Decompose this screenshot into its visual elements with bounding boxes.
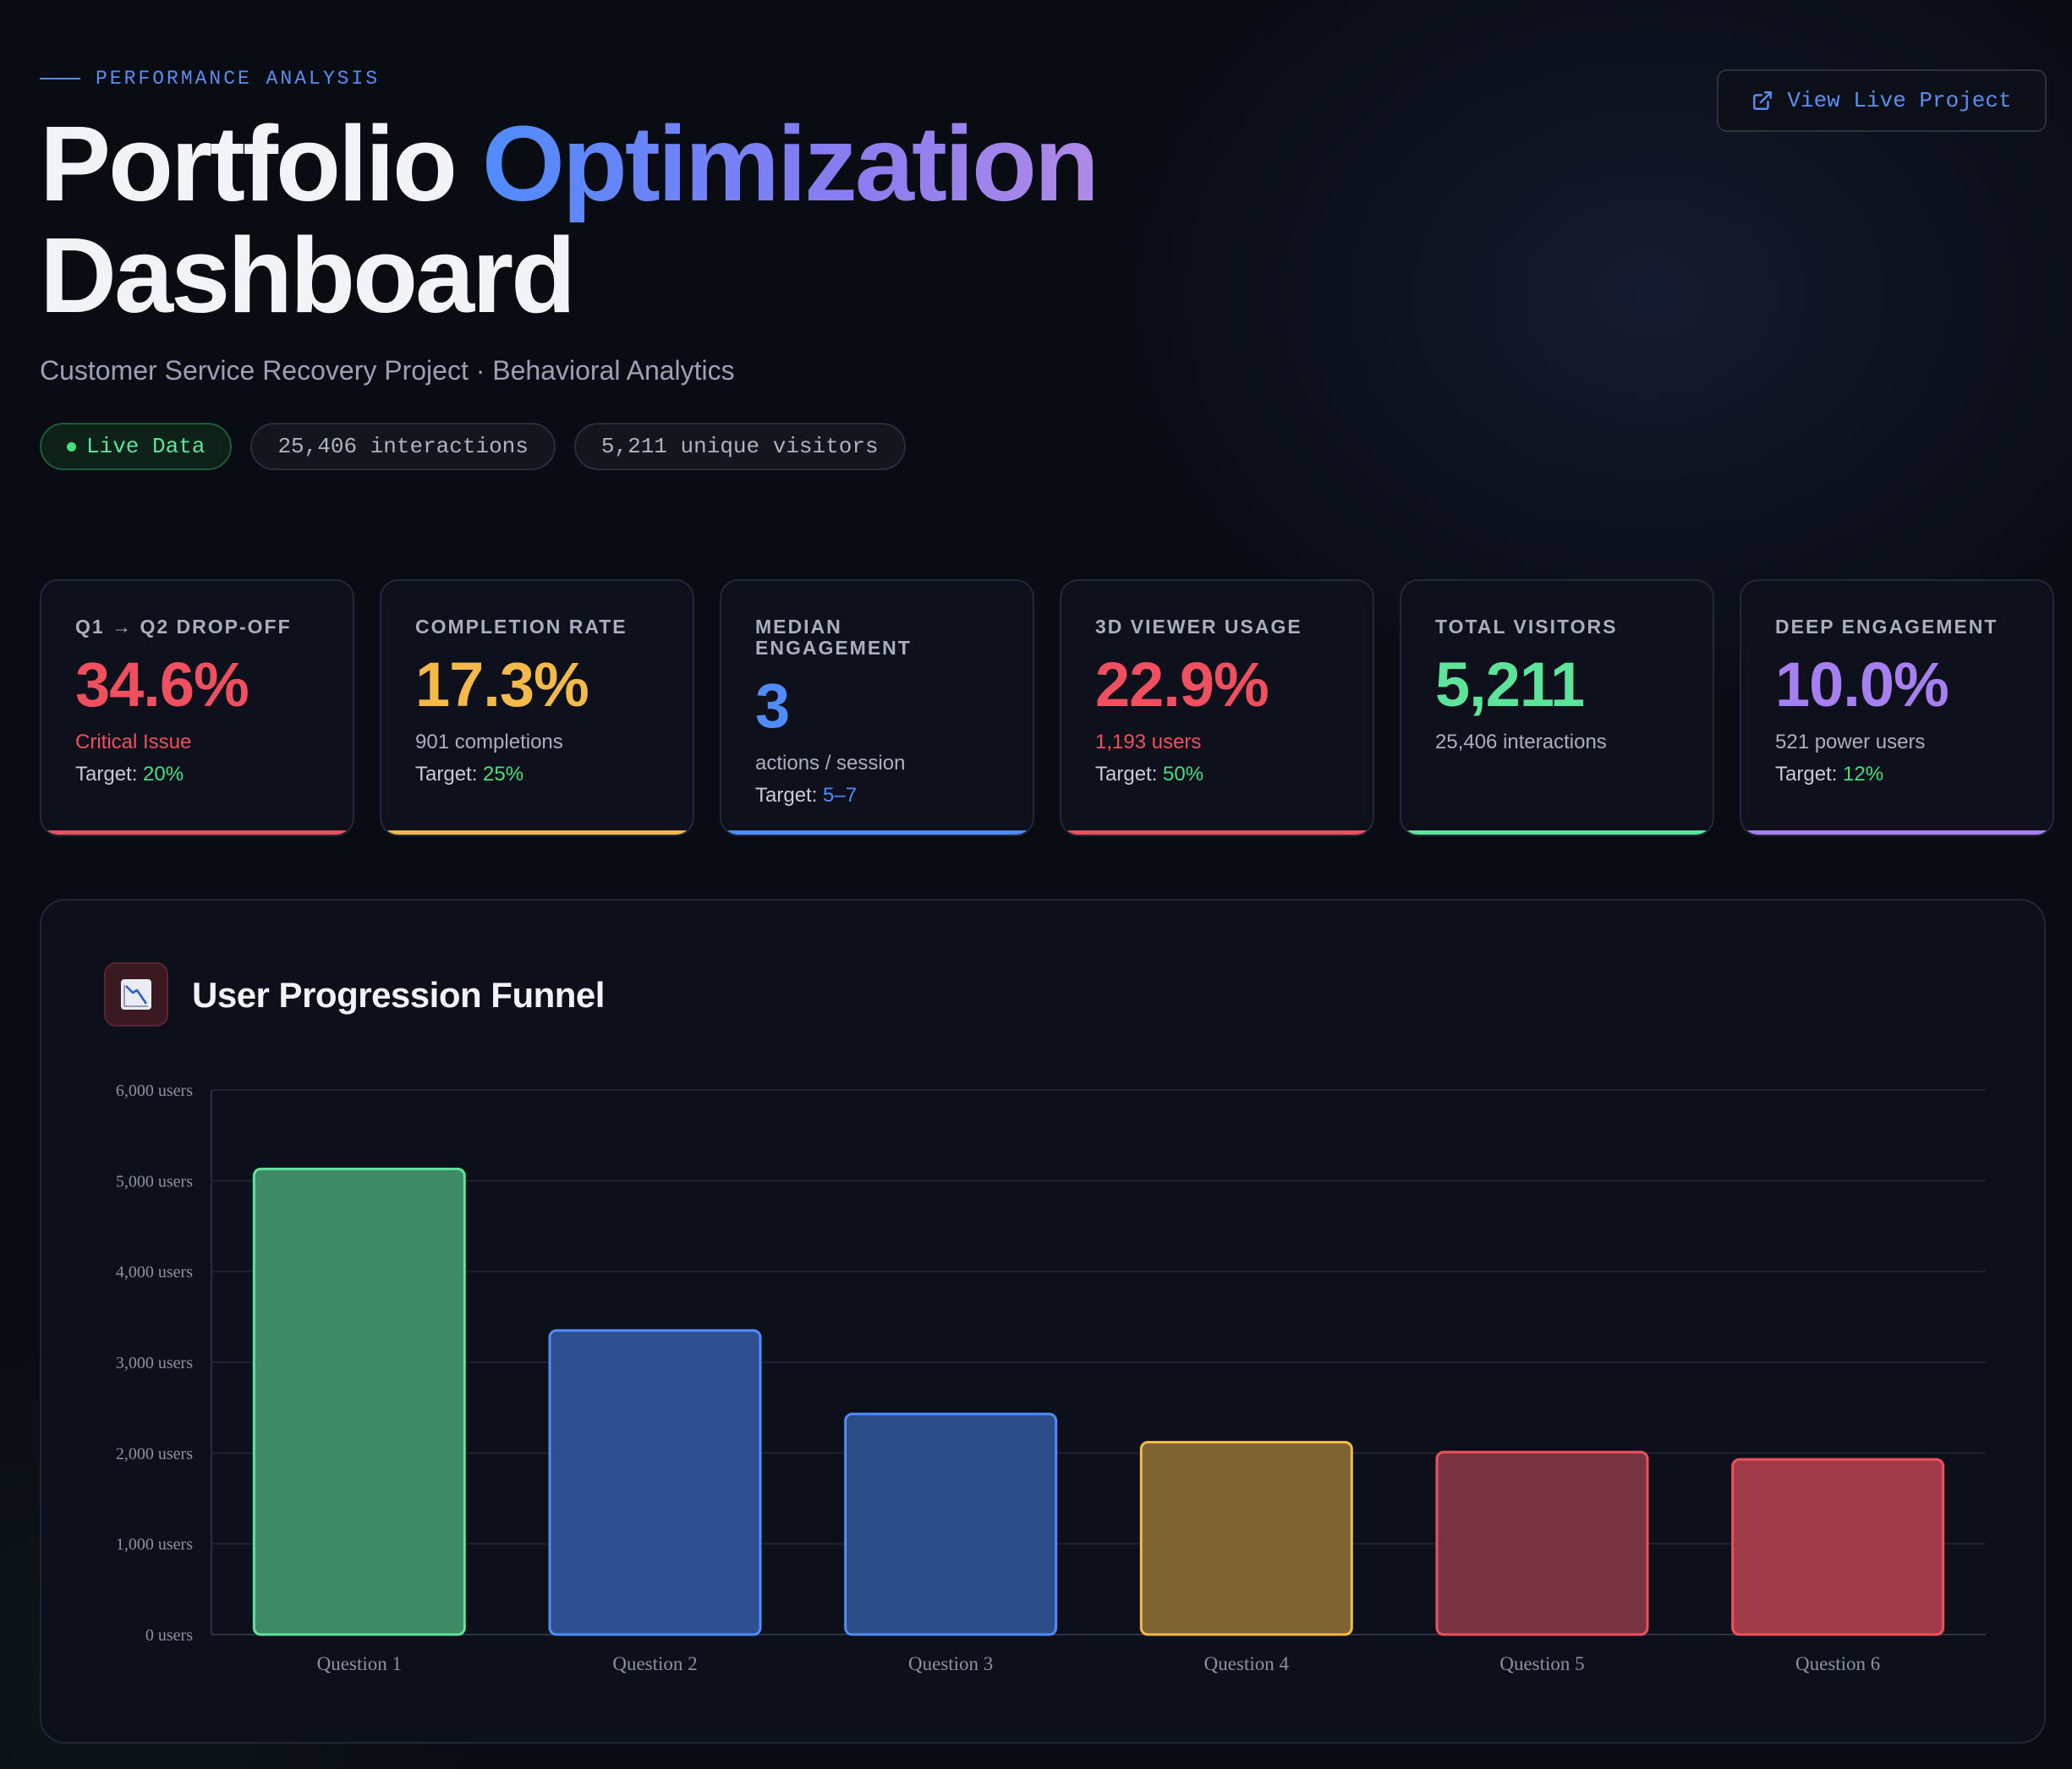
kpi-target-value: 5–7 (823, 784, 858, 807)
kpi-target-value: 12% (1843, 763, 1884, 786)
kpi-sub: 521 power users (1775, 731, 1926, 753)
y-tick-label: 2,000 users (116, 1444, 193, 1463)
eyebrow: PERFORMANCE ANALYSIS (40, 68, 380, 90)
title-part1: Portfolio (40, 104, 458, 223)
kpi-sub: 25,406 interactions (1435, 731, 1607, 753)
kpi-sub: 901 completions (415, 731, 563, 753)
kpi-card-engagement: MEDIAN ENGAGEMENT 3 actions / session Ta… (720, 579, 1034, 836)
interactions-badge: 25,406 interactions (250, 423, 556, 470)
kpi-value: 5,211 (1435, 649, 1585, 720)
status-pills: Live Data 25,406 interactions 5,211 uniq… (40, 423, 906, 470)
kpi-value: 34.6% (75, 649, 249, 720)
x-tick-label: Question 6 (1795, 1653, 1880, 1674)
page-title: Portfolio Optimization Dashboard (40, 108, 1099, 331)
kpi-target: Target: 12% (1775, 763, 2019, 786)
eyebrow-text: PERFORMANCE ANALYSIS (96, 68, 381, 90)
bar (252, 1167, 466, 1636)
kpi-target-value: 20% (143, 763, 184, 786)
x-tick-label: Question 3 (908, 1653, 993, 1674)
kpi-target-label: Target: (755, 784, 824, 807)
bar (1435, 1450, 1649, 1636)
kpi-value: 17.3% (415, 649, 589, 720)
y-tick-label: 0 users (145, 1626, 193, 1645)
kpi-value: 10.0% (1775, 649, 1949, 720)
kpi-target-label: Target: (415, 763, 484, 786)
kpi-label: COMPLETION RATE (415, 616, 628, 638)
kpi-target-label: Target: (1775, 763, 1844, 786)
bar (1139, 1440, 1353, 1636)
external-link-icon (1753, 91, 1773, 110)
kpi-target: Target: 20% (75, 763, 319, 786)
chart-down-icon (104, 962, 168, 1027)
kpi-accent-bar (1061, 830, 1373, 835)
x-tick-label: Question 2 (612, 1653, 697, 1674)
bar (844, 1412, 1058, 1636)
funnel-panel: User Progression Funnel 0 users 1,000 use… (40, 899, 2046, 1744)
y-tick-label: 1,000 users (116, 1536, 193, 1554)
kpi-label: TOTAL VISITORS (1435, 616, 1618, 638)
y-tick-label: 5,000 users (116, 1172, 193, 1191)
kpi-target: Target: 25% (415, 763, 659, 786)
kpi-sub: 1,193 users (1095, 731, 1202, 753)
view-live-project-button[interactable]: View Live Project (1717, 69, 2047, 132)
kpi-accent-bar (721, 830, 1033, 835)
kpi-accent-bar (381, 830, 693, 835)
title-part2: Dashboard (40, 216, 576, 335)
kpi-target-value: 50% (1163, 763, 1204, 786)
kpi-target: Target: 5–7 (755, 784, 999, 808)
y-tick-label: 6,000 users (116, 1082, 193, 1100)
title-accent: Optimization (481, 104, 1099, 223)
eyebrow-line (40, 78, 80, 79)
kpi-sub: Critical Issue (75, 731, 192, 753)
kpi-value: 3 (755, 671, 790, 741)
bar (1731, 1458, 1945, 1636)
kpi-target: Target: 50% (1095, 763, 1339, 786)
x-tick-label: Question 5 (1499, 1653, 1584, 1674)
kpi-card-dropoff: Q1 → Q2 DROP-OFF 34.6% Critical Issue Ta… (40, 579, 354, 836)
kpi-card-deep-engagement: DEEP ENGAGEMENT 10.0% 521 power users Ta… (1740, 579, 2054, 836)
live-data-badge: Live Data (40, 423, 233, 470)
live-data-label: Live Data (86, 434, 206, 459)
funnel-title: User Progression Funnel (192, 975, 605, 1015)
kpi-cards: Q1 → Q2 DROP-OFF 34.6% Critical Issue Ta… (40, 579, 2054, 836)
kpi-target-value: 25% (483, 763, 524, 786)
kpi-accent-bar (1401, 830, 1713, 835)
kpi-label: 3D VIEWER USAGE (1095, 616, 1302, 638)
visitors-badge: 5,211 unique visitors (573, 423, 906, 470)
x-tick-label: Question 4 (1204, 1653, 1290, 1674)
view-live-project-label: View Live Project (1787, 88, 2012, 113)
x-tick-label: Question 1 (317, 1653, 402, 1674)
kpi-label: DEEP ENGAGEMENT (1775, 616, 1998, 638)
y-tick-label: 3,000 users (116, 1354, 193, 1372)
chart-down-glyph (121, 979, 151, 1010)
kpi-card-visitors: TOTAL VISITORS 5,211 25,406 interactions (1400, 579, 1714, 836)
y-tick-label: 4,000 users (116, 1263, 193, 1282)
kpi-value: 22.9% (1095, 649, 1269, 720)
page-subtitle: Customer Service Recovery Project · Beha… (40, 355, 735, 386)
funnel-chart: 0 users 1,000 users 2,000 users 3,000 users… (116, 1082, 1986, 1674)
bar (548, 1328, 762, 1636)
live-dot-icon (67, 441, 76, 452)
kpi-target-label: Target: (1095, 763, 1164, 786)
kpi-accent-bar (1741, 830, 2053, 835)
kpi-label: Q1 → Q2 DROP-OFF (75, 616, 292, 638)
kpi-target-label: Target: (75, 763, 144, 786)
kpi-card-completion: COMPLETION RATE 17.3% 901 completions Ta… (380, 579, 694, 836)
kpi-accent-bar (41, 830, 353, 835)
kpi-label: MEDIAN ENGAGEMENT (755, 616, 912, 659)
kpi-sub: actions / session (755, 752, 906, 775)
kpi-card-3d-viewer: 3D VIEWER USAGE 22.9% 1,193 users Target… (1060, 579, 1374, 836)
